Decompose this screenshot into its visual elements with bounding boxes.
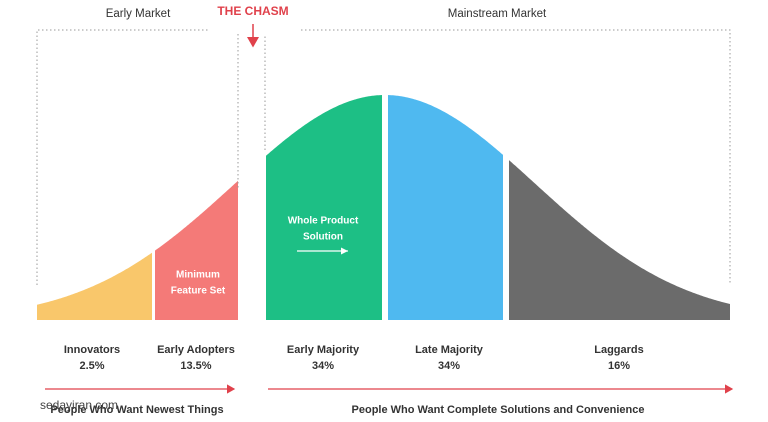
chasm-label: THE CHASM: [217, 4, 288, 18]
curve-segment: [388, 95, 503, 320]
curve-segment: [37, 252, 152, 320]
mainstream-bracket: [264, 29, 731, 285]
segment-name: Late Majority: [415, 344, 484, 356]
segment-name: Innovators: [64, 344, 120, 356]
segment-name: Early Majority: [287, 344, 360, 356]
segment-share: 34%: [312, 360, 334, 372]
watermark: sedayiran.com: [40, 398, 118, 412]
chasm-bg: [210, 0, 300, 34]
annotation: Feature Set: [171, 286, 226, 297]
footer-left: People Who Want Newest Things: [50, 404, 223, 416]
curve-segment: [155, 180, 238, 320]
segment-name: Early Adopters: [157, 344, 235, 356]
segment-share: 13.5%: [180, 360, 211, 372]
mainstream-bg: [445, 0, 555, 28]
segment-share: 34%: [438, 360, 460, 372]
segment-share: 16%: [608, 360, 630, 372]
annotation: Whole Product: [288, 216, 359, 227]
mainstream-market: Mainstream Market: [448, 8, 547, 20]
segment-name: Laggards: [594, 344, 644, 356]
early-bracket: [36, 29, 239, 285]
segment-share: 2.5%: [79, 360, 104, 372]
curve-segment: [266, 95, 382, 320]
early-market: Early Market: [106, 8, 171, 20]
adoption-curve: [37, 95, 730, 320]
footer-right: People Who Want Complete Solutions and C…: [352, 404, 645, 416]
annotation: Solution: [303, 232, 343, 243]
annotation: Minimum: [176, 270, 220, 281]
curve-segment: [509, 160, 730, 320]
early-bg: [95, 0, 185, 28]
